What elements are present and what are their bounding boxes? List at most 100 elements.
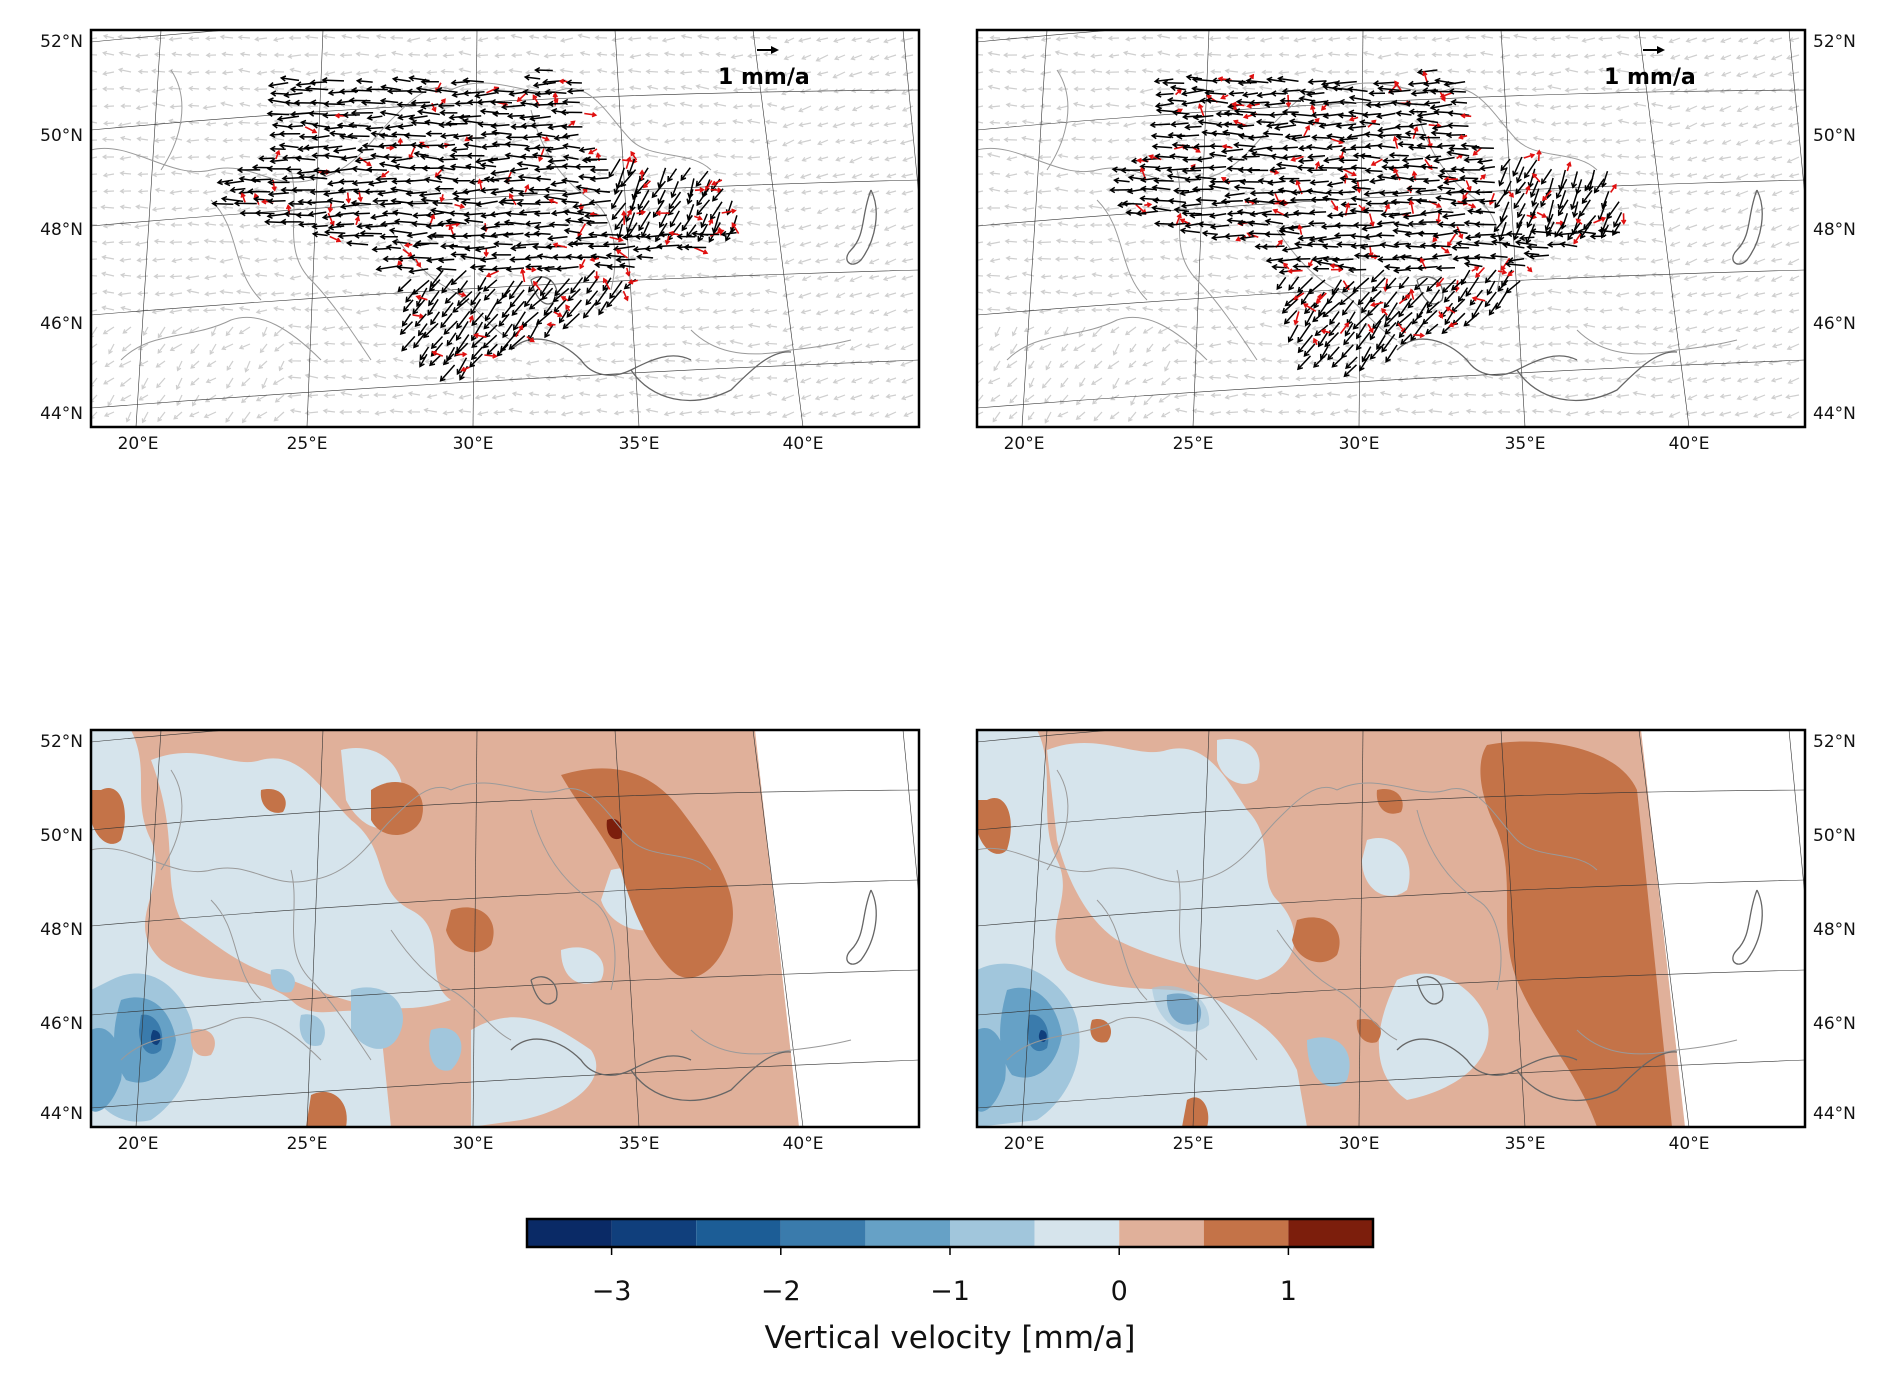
- station-vector: [1430, 242, 1451, 249]
- background-vector: [1073, 188, 1086, 194]
- station-vector: [458, 113, 482, 121]
- background-vector: [1667, 105, 1681, 111]
- background-vector: [1735, 54, 1749, 60]
- background-vector: [748, 394, 761, 400]
- background-vector: [851, 105, 863, 112]
- background-vector: [594, 343, 608, 349]
- background-vector: [1020, 68, 1035, 74]
- background-vector: [426, 238, 438, 244]
- background-vector: [1293, 203, 1307, 210]
- station-vector: [1556, 231, 1579, 238]
- station-vector: [1531, 188, 1540, 207]
- coastline: [1396, 338, 1578, 376]
- station-vector: [267, 198, 286, 205]
- background-vector: [815, 292, 829, 298]
- station-vector: [482, 279, 498, 292]
- background-vector: [1157, 307, 1171, 313]
- background-vector: [662, 374, 676, 380]
- background-vector: [1057, 86, 1069, 92]
- lon-tick-label: 40°E: [783, 434, 824, 454]
- background-vector: [627, 308, 642, 314]
- background-vector: [440, 68, 455, 74]
- background-vector: [1650, 258, 1664, 264]
- residual-vector: [731, 222, 740, 235]
- background-vector: [1277, 375, 1290, 381]
- background-vector: [1005, 173, 1018, 179]
- station-vector: [1404, 243, 1423, 250]
- background-vector: [662, 85, 676, 91]
- background-vector: [662, 101, 676, 107]
- background-vector: [780, 224, 795, 230]
- background-vector: [1091, 137, 1103, 143]
- background-vector: [1514, 292, 1528, 298]
- background-vector: [253, 237, 268, 243]
- background-vector: [1004, 222, 1018, 228]
- background-vector: [1207, 51, 1222, 58]
- station-vector: [1326, 181, 1344, 188]
- background-vector: [713, 101, 727, 107]
- background-vector: [545, 375, 557, 381]
- station-vector: [335, 211, 355, 218]
- background-vector: [271, 102, 285, 108]
- station-vector: [1458, 166, 1481, 174]
- background-vector: [1073, 155, 1086, 161]
- panel-c: 52°N50°N48°N46°N44°N 20°E 25°E 30°E 35°E 40°…: [40, 728, 921, 1154]
- background-vector: [141, 411, 149, 424]
- background-vector: [1734, 224, 1749, 231]
- station-vector: [351, 179, 373, 187]
- background-vector: [1720, 241, 1732, 247]
- station-vector: [379, 109, 400, 117]
- background-vector: [1259, 408, 1273, 414]
- background-vector: [763, 69, 777, 75]
- background-vector: [1717, 292, 1732, 298]
- background-vector: [138, 360, 149, 367]
- background-vector: [1037, 189, 1052, 195]
- background-vector: [1038, 154, 1052, 160]
- station-vector: [285, 166, 301, 173]
- background-vector: [289, 408, 302, 414]
- background-vector: [644, 52, 659, 58]
- background-vector: [1088, 104, 1103, 110]
- background-vector: [525, 306, 540, 312]
- residual-vector: [516, 92, 527, 103]
- background-vector: [458, 50, 472, 56]
- background-vector: [1346, 308, 1358, 314]
- station-vector: [1356, 322, 1367, 340]
- background-vector: [747, 342, 761, 349]
- background-vector: [262, 326, 268, 338]
- station-vector: [618, 262, 635, 269]
- parallel: [977, 879, 1805, 927]
- background-vector: [1089, 155, 1103, 161]
- background-vector: [1161, 343, 1171, 352]
- background-vector: [304, 342, 319, 348]
- station-vector: [589, 166, 609, 174]
- background-vector: [578, 102, 591, 108]
- station-vector: [269, 145, 286, 153]
- background-vector: [1192, 392, 1205, 398]
- background-vector: [628, 375, 642, 381]
- background-vector: [1140, 136, 1154, 142]
- background-vector: [1141, 273, 1154, 279]
- residual-vector: [541, 136, 550, 142]
- meridian: [1788, 730, 1805, 901]
- background-vector: [117, 122, 132, 128]
- station-vector: [456, 357, 468, 376]
- background-vector: [1752, 394, 1766, 401]
- station-vector: [588, 199, 611, 206]
- background-vector: [107, 394, 115, 407]
- background-vector: [561, 272, 574, 278]
- station-vector: [1284, 133, 1302, 140]
- station-vector: [380, 220, 399, 228]
- background-vector: [1649, 410, 1664, 416]
- background-vector: [1361, 392, 1375, 398]
- station-vector: [1410, 90, 1427, 97]
- residual-vector: [484, 353, 498, 359]
- station-vector: [1127, 174, 1144, 181]
- background-vector: [1481, 409, 1494, 415]
- residual-vector: [694, 215, 703, 221]
- background-vector: [1431, 36, 1443, 42]
- background-vector: [663, 138, 676, 144]
- background-vector: [1309, 360, 1324, 366]
- station-vector: [280, 218, 302, 226]
- background-vector: [273, 86, 285, 92]
